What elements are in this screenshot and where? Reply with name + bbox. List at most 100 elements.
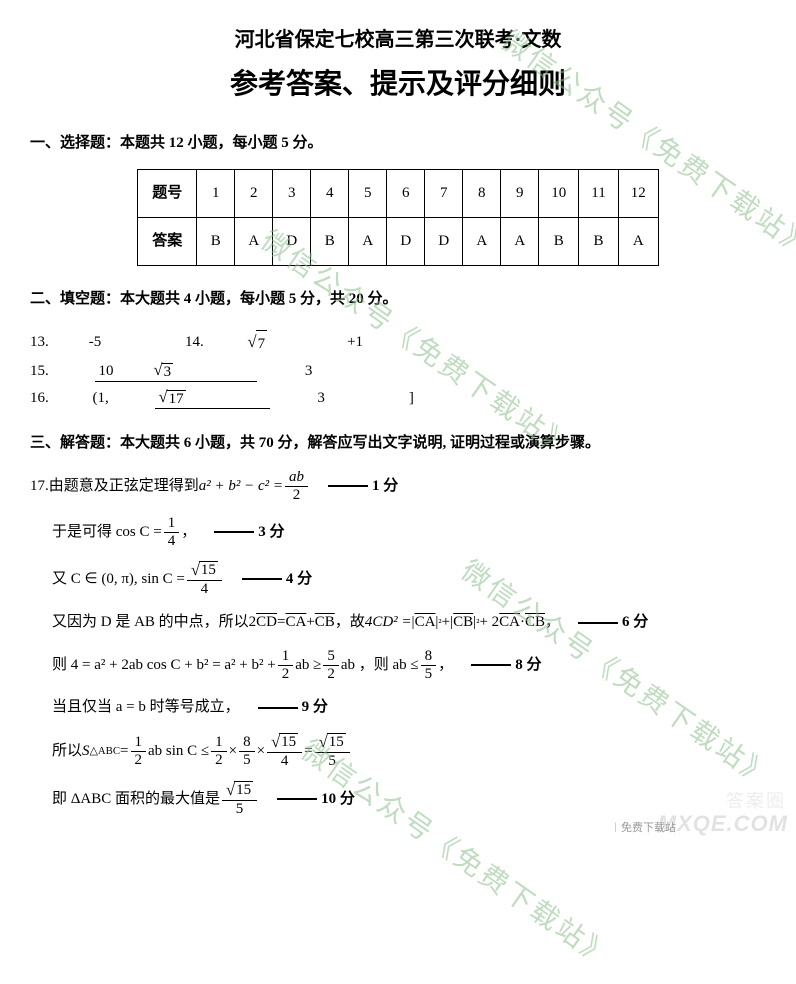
num: 1: [211, 734, 227, 752]
den: 2: [131, 752, 147, 769]
page-title-small: 河北省保定七校高三第三次联考·文数: [30, 22, 766, 58]
text: ab ≥: [295, 652, 321, 679]
rad: 15: [279, 733, 298, 751]
den: 2: [211, 752, 227, 769]
ans: D: [387, 218, 425, 266]
vec: CA: [499, 609, 520, 636]
text: 即 ΔABC 面积的最大值是: [52, 786, 220, 813]
fraction: 85: [421, 648, 437, 682]
table-row: 题号 1 2 3 4 5 6 7 8 9 10 11 12: [138, 170, 658, 218]
close: ]: [409, 385, 414, 412]
radicand: 7: [256, 330, 268, 358]
ans: D: [273, 218, 311, 266]
den: 2: [323, 666, 339, 683]
ans: B: [539, 218, 579, 266]
fraction: 85: [239, 734, 255, 768]
fraction: ab 2: [285, 469, 308, 503]
num: 1: [131, 734, 147, 752]
ans: A: [463, 218, 501, 266]
radicand: 17: [167, 390, 186, 408]
page-title-large: 参考答案、提示及评分细则: [30, 60, 766, 110]
score: 10 分: [321, 786, 355, 813]
text: ，: [438, 652, 453, 679]
score-marker: 3 分: [214, 519, 284, 546]
num: ab: [289, 469, 304, 485]
den: 5: [421, 666, 437, 683]
q17-line3: 又 C ∈ (0, π), sin C = 15 4 4 分: [30, 561, 766, 597]
section1-heading: 一、选择题：本题共 12 小题，每小题 5 分。: [30, 130, 766, 157]
fraction: 17 3: [155, 388, 369, 408]
den: 3: [313, 390, 329, 407]
q17-line2: 于是可得 cos C = 1 4 ， 3 分: [30, 515, 766, 549]
expr: a² + b² − c² =: [199, 473, 283, 500]
ans: D: [425, 218, 463, 266]
den: 4: [164, 533, 180, 550]
text: ，: [181, 519, 196, 546]
coeff: 10: [99, 363, 114, 380]
fraction: 155: [222, 781, 257, 817]
qnum: 10: [539, 170, 579, 218]
ans: B: [579, 218, 618, 266]
text: 又 C ∈ (0, π), sin C =: [52, 566, 185, 593]
text: 当且仅当 a = b 时等号成立，: [52, 694, 240, 721]
num: 8: [421, 648, 437, 666]
q17-line8: 即 ΔABC 面积的最大值是 155 10 分: [30, 781, 766, 817]
qnum: 5: [349, 170, 387, 218]
eq: =: [277, 609, 285, 636]
qnum: 15.: [30, 358, 49, 385]
score: 8 分: [515, 652, 541, 679]
text: 所以: [52, 738, 82, 765]
num: 8: [239, 734, 255, 752]
q16: 16. (1, 17 3 ]: [30, 385, 454, 412]
ans: B: [311, 218, 349, 266]
fraction: 103 3: [95, 361, 357, 381]
vec: CA: [285, 609, 306, 636]
vec: CD: [256, 609, 277, 636]
ans: A: [618, 218, 658, 266]
text: ，: [545, 609, 560, 636]
radicand: 3: [162, 363, 174, 381]
num: 5: [323, 648, 339, 666]
q17-line1: 17.由题意及正弦定理得到 a² + b² − c² = ab 2 1 分: [30, 469, 766, 503]
den: 2: [278, 666, 294, 683]
qnum: 7: [425, 170, 463, 218]
den: 4: [277, 753, 293, 770]
score-marker: 10 分: [277, 786, 355, 813]
row-label: 题号: [138, 170, 197, 218]
section2-heading: 二、填空题：本大题共 4 小题，每小题 5 分，共 20 分。: [30, 286, 766, 313]
expr: 4CD² =: [365, 609, 412, 636]
open: (1,: [93, 385, 109, 412]
score-marker: 4 分: [242, 566, 312, 593]
qnum: 9: [501, 170, 539, 218]
score-marker: 8 分: [471, 652, 541, 679]
tail: +1: [347, 329, 363, 356]
score: 1 分: [372, 473, 398, 500]
coeff: 2: [249, 609, 257, 636]
q17-line7: 所以 S△ABC = 12 ab sin C ≤ 12 × 85 × 154 =…: [30, 733, 766, 769]
qnum: 1: [197, 170, 235, 218]
qnum: 4: [311, 170, 349, 218]
text: ab sin C ≤: [148, 738, 209, 765]
answer-table: 题号 1 2 3 4 5 6 7 8 9 10 11 12 答案 B A D B…: [137, 169, 658, 266]
fraction: 155: [315, 733, 350, 769]
rad: 15: [234, 781, 253, 799]
score: 3 分: [258, 519, 284, 546]
rad: 15: [327, 733, 346, 751]
op: +: [306, 609, 314, 636]
section3-heading: 三、解答题：本大题共 6 小题，共 70 分，解答应写出文字说明, 证明过程或演…: [30, 430, 766, 457]
fraction: 12: [278, 648, 294, 682]
score-marker: 1 分: [328, 473, 398, 500]
score-marker: 6 分: [578, 609, 648, 636]
qnum: 2: [235, 170, 273, 218]
vec: CB: [315, 609, 335, 636]
op: +: [442, 609, 450, 636]
q14: 14. 7 +1: [185, 327, 403, 358]
qnum: 14.: [185, 329, 204, 356]
score: 6 分: [622, 609, 648, 636]
qnum: 8: [463, 170, 501, 218]
eq: =: [120, 738, 128, 765]
qval: -5: [89, 329, 102, 356]
op: + 2: [479, 609, 499, 636]
text: 又因为 D 是 AB 的中点，所以: [52, 609, 249, 636]
row-label: 答案: [138, 218, 197, 266]
